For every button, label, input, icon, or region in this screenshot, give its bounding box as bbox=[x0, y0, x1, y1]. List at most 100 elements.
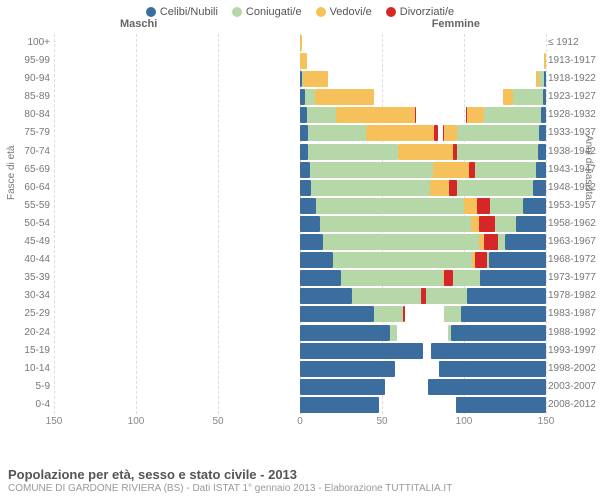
birth-label: 1918-1922 bbox=[548, 70, 598, 88]
chart-title: Popolazione per età, sesso e stato civil… bbox=[8, 467, 592, 482]
age-label: 25-29 bbox=[2, 305, 50, 323]
bar-segment bbox=[303, 71, 328, 87]
x-tick: 50 bbox=[212, 416, 223, 427]
birth-label: 1913-1917 bbox=[548, 52, 598, 70]
age-label: 45-49 bbox=[2, 233, 50, 251]
female-bar bbox=[300, 89, 546, 105]
female-bar bbox=[300, 270, 546, 286]
age-label: 10-14 bbox=[2, 360, 50, 378]
age-label: 65-69 bbox=[2, 161, 50, 179]
bar-segment bbox=[300, 288, 352, 304]
bar-segment bbox=[300, 361, 395, 377]
bar-segment bbox=[300, 397, 379, 413]
legend: Celibi/NubiliConiugati/eVedovi/eDivorzia… bbox=[0, 0, 600, 18]
female-bar bbox=[300, 216, 546, 232]
bar-segment bbox=[433, 162, 469, 178]
x-axis: 15010050050100150 bbox=[54, 416, 546, 432]
bar-segment bbox=[300, 216, 320, 232]
legend-label: Celibi/Nubili bbox=[160, 6, 218, 18]
birth-label: 1993-1997 bbox=[548, 342, 598, 360]
age-label: 35-39 bbox=[2, 269, 50, 287]
x-tick: 100 bbox=[128, 416, 145, 427]
bar-segment bbox=[421, 288, 426, 304]
bar-segment bbox=[300, 379, 385, 395]
birth-label: 2003-2007 bbox=[548, 378, 598, 396]
legend-swatch bbox=[232, 7, 242, 17]
legend-label: Coniugati/e bbox=[246, 6, 302, 18]
x-tick: 50 bbox=[376, 416, 387, 427]
chart-subtitle: COMUNE DI GARDONE RIVIERA (BS) - Dati IS… bbox=[8, 483, 592, 494]
age-row: 85-891923-1927 bbox=[54, 88, 546, 106]
birth-label: 2008-2012 bbox=[548, 396, 598, 414]
birth-label: 1983-1987 bbox=[548, 305, 598, 323]
bar-segment bbox=[300, 198, 316, 214]
age-label: 50-54 bbox=[2, 215, 50, 233]
chart-area: 100+≤ 191295-991913-191790-941918-192285… bbox=[54, 34, 546, 432]
bar-segment bbox=[308, 125, 365, 141]
bar-segment bbox=[449, 180, 457, 196]
birth-label: 1998-2002 bbox=[548, 360, 598, 378]
bar-segment bbox=[479, 216, 495, 232]
female-bar bbox=[300, 288, 546, 304]
age-label: 95-99 bbox=[2, 52, 50, 70]
bar-segment bbox=[300, 107, 307, 123]
bar-segment bbox=[300, 234, 323, 250]
bar-segment bbox=[300, 162, 310, 178]
birth-label: 1968-1972 bbox=[548, 251, 598, 269]
birth-label: 1943-1947 bbox=[548, 161, 598, 179]
x-tick: 100 bbox=[456, 416, 473, 427]
female-bar bbox=[300, 125, 546, 141]
bar-segment bbox=[300, 325, 390, 341]
plot: 100+≤ 191295-991913-191790-941918-192285… bbox=[54, 34, 546, 414]
bar-segment bbox=[300, 306, 374, 322]
bar-segment bbox=[311, 180, 429, 196]
bar-segment bbox=[300, 343, 423, 359]
birth-label: 1973-1977 bbox=[548, 269, 598, 287]
x-tick: 150 bbox=[538, 416, 555, 427]
birth-label: 1953-1957 bbox=[548, 197, 598, 215]
bar-segment bbox=[366, 125, 435, 141]
age-row: 0-42008-2012 bbox=[54, 396, 546, 414]
bar-segment bbox=[352, 288, 421, 304]
bar-segment bbox=[307, 107, 337, 123]
bar-segment bbox=[320, 216, 471, 232]
age-label: 30-34 bbox=[2, 287, 50, 305]
birth-label: 1963-1967 bbox=[548, 233, 598, 251]
female-bar bbox=[300, 343, 546, 359]
age-label: 85-89 bbox=[2, 88, 50, 106]
bar-segment bbox=[300, 252, 333, 268]
age-label: 55-59 bbox=[2, 197, 50, 215]
age-row: 55-591953-1957 bbox=[54, 197, 546, 215]
age-row: 60-641948-1952 bbox=[54, 179, 546, 197]
age-row: 5-92003-2007 bbox=[54, 378, 546, 396]
age-label: 100+ bbox=[2, 34, 50, 52]
female-bar bbox=[300, 198, 546, 214]
bar-segment bbox=[374, 306, 404, 322]
birth-label: 1988-1992 bbox=[548, 324, 598, 342]
age-label: 75-79 bbox=[2, 124, 50, 142]
female-bar bbox=[300, 180, 546, 196]
bar-segment bbox=[415, 107, 417, 123]
age-row: 20-241988-1992 bbox=[54, 324, 546, 342]
age-row: 45-491963-1967 bbox=[54, 233, 546, 251]
footer: Popolazione per età, sesso e stato civil… bbox=[8, 467, 592, 494]
gender-headers: Maschi Femmine bbox=[0, 18, 600, 34]
bar-segment bbox=[308, 144, 398, 160]
legend-item: Coniugati/e bbox=[232, 6, 302, 18]
bar-segment bbox=[430, 180, 450, 196]
age-label: 70-74 bbox=[2, 143, 50, 161]
age-row: 10-141998-2002 bbox=[54, 360, 546, 378]
female-bar bbox=[300, 53, 546, 69]
birth-label: ≤ 1912 bbox=[548, 34, 598, 52]
age-row: 30-341978-1982 bbox=[54, 287, 546, 305]
bar-segment bbox=[403, 306, 405, 322]
bar-segment bbox=[453, 144, 458, 160]
age-row: 15-191993-1997 bbox=[54, 342, 546, 360]
age-label: 15-19 bbox=[2, 342, 50, 360]
age-label: 60-64 bbox=[2, 179, 50, 197]
female-bar bbox=[300, 397, 546, 413]
age-row: 70-741938-1942 bbox=[54, 143, 546, 161]
legend-label: Vedovi/e bbox=[330, 6, 372, 18]
birth-label: 1923-1927 bbox=[548, 88, 598, 106]
birth-label: 1958-1962 bbox=[548, 215, 598, 233]
